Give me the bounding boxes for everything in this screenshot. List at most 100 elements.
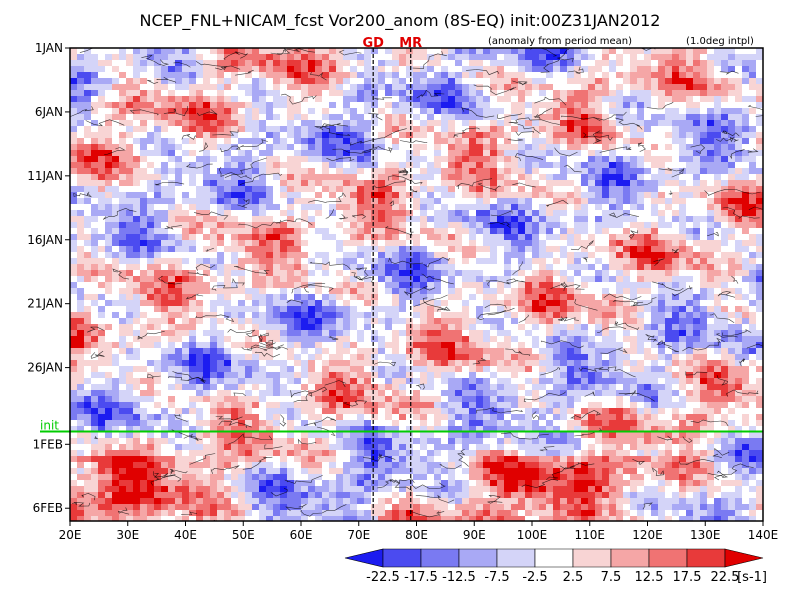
field-cell — [651, 288, 659, 295]
field-cell — [728, 282, 736, 289]
field-cell — [147, 96, 155, 103]
field-cell — [504, 258, 512, 265]
field-cell — [231, 198, 239, 205]
field-cell — [567, 282, 575, 289]
field-cell — [441, 252, 449, 259]
field-cell — [630, 216, 638, 223]
field-cell — [105, 318, 113, 325]
field-cell — [126, 234, 134, 241]
field-cell — [714, 258, 722, 265]
field-cell — [392, 126, 400, 133]
field-cell — [735, 102, 743, 109]
field-cell — [84, 222, 92, 229]
field-cell — [539, 114, 547, 121]
field-cell — [301, 90, 309, 97]
field-cell — [455, 138, 463, 145]
field-cell — [371, 78, 379, 85]
field-cell — [658, 222, 666, 229]
field-cell — [560, 96, 568, 103]
field-cell — [98, 54, 106, 61]
field-cell — [161, 264, 169, 271]
field-cell — [574, 66, 582, 73]
field-cell — [308, 216, 316, 223]
field-cell — [728, 168, 736, 175]
field-cell — [637, 102, 645, 109]
field-cell — [77, 186, 85, 193]
field-cell — [259, 264, 267, 271]
field-cell — [273, 96, 281, 103]
field-cell — [616, 198, 624, 205]
field-cell — [420, 264, 428, 271]
field-cell — [560, 228, 568, 235]
field-cell — [483, 162, 491, 169]
field-cell — [490, 126, 498, 133]
field-cell — [742, 282, 750, 289]
field-cell — [350, 48, 358, 55]
field-cell — [539, 48, 547, 55]
field-cell — [532, 210, 540, 217]
field-cell — [602, 312, 610, 319]
field-cell — [357, 222, 365, 229]
field-cell — [574, 120, 582, 127]
field-cell — [693, 162, 701, 169]
field-cell — [182, 114, 190, 121]
field-cell — [651, 186, 659, 193]
field-cell — [448, 180, 456, 187]
field-cell — [406, 282, 414, 289]
field-cell — [189, 150, 197, 157]
field-cell — [196, 126, 204, 133]
field-cell — [714, 222, 722, 229]
field-cell — [336, 168, 344, 175]
field-cell — [343, 348, 351, 355]
field-cell — [343, 72, 351, 79]
field-cell — [140, 162, 148, 169]
field-cell — [196, 102, 204, 109]
field-cell — [364, 300, 372, 307]
field-cell — [287, 270, 295, 277]
field-cell — [490, 48, 498, 55]
field-cell — [714, 132, 722, 139]
field-cell — [161, 132, 169, 139]
field-cell — [287, 54, 295, 61]
field-cell — [168, 72, 176, 79]
field-cell — [357, 336, 365, 343]
field-cell — [378, 294, 386, 301]
field-cell — [735, 174, 743, 181]
field-cell — [602, 66, 610, 73]
field-cell — [399, 234, 407, 241]
field-cell — [308, 84, 316, 91]
field-cell — [273, 180, 281, 187]
field-cell — [280, 246, 288, 253]
field-cell — [238, 150, 246, 157]
field-cell — [567, 264, 575, 271]
field-cell — [168, 228, 176, 235]
field-cell — [315, 294, 323, 301]
field-cell — [371, 204, 379, 211]
field-cell — [70, 90, 78, 97]
field-cell — [301, 330, 309, 337]
field-cell — [308, 294, 316, 301]
field-cell — [735, 60, 743, 67]
field-cell — [210, 336, 218, 343]
field-cell — [483, 240, 491, 247]
field-cell — [287, 48, 295, 55]
field-cell — [392, 330, 400, 337]
field-cell — [385, 192, 393, 199]
field-cell — [567, 318, 575, 325]
field-cell — [672, 204, 680, 211]
field-cell — [154, 252, 162, 259]
field-cell — [343, 174, 351, 181]
field-cell — [238, 312, 246, 319]
field-cell — [70, 48, 78, 55]
field-cell — [168, 144, 176, 151]
field-cell — [91, 228, 99, 235]
field-cell — [238, 288, 246, 295]
field-cell — [707, 222, 715, 229]
field-cell — [455, 342, 463, 349]
field-cell — [399, 300, 407, 307]
field-cell — [140, 258, 148, 265]
field-cell — [581, 108, 589, 115]
field-cell — [161, 72, 169, 79]
field-cell — [245, 126, 253, 133]
field-cell — [742, 318, 750, 325]
